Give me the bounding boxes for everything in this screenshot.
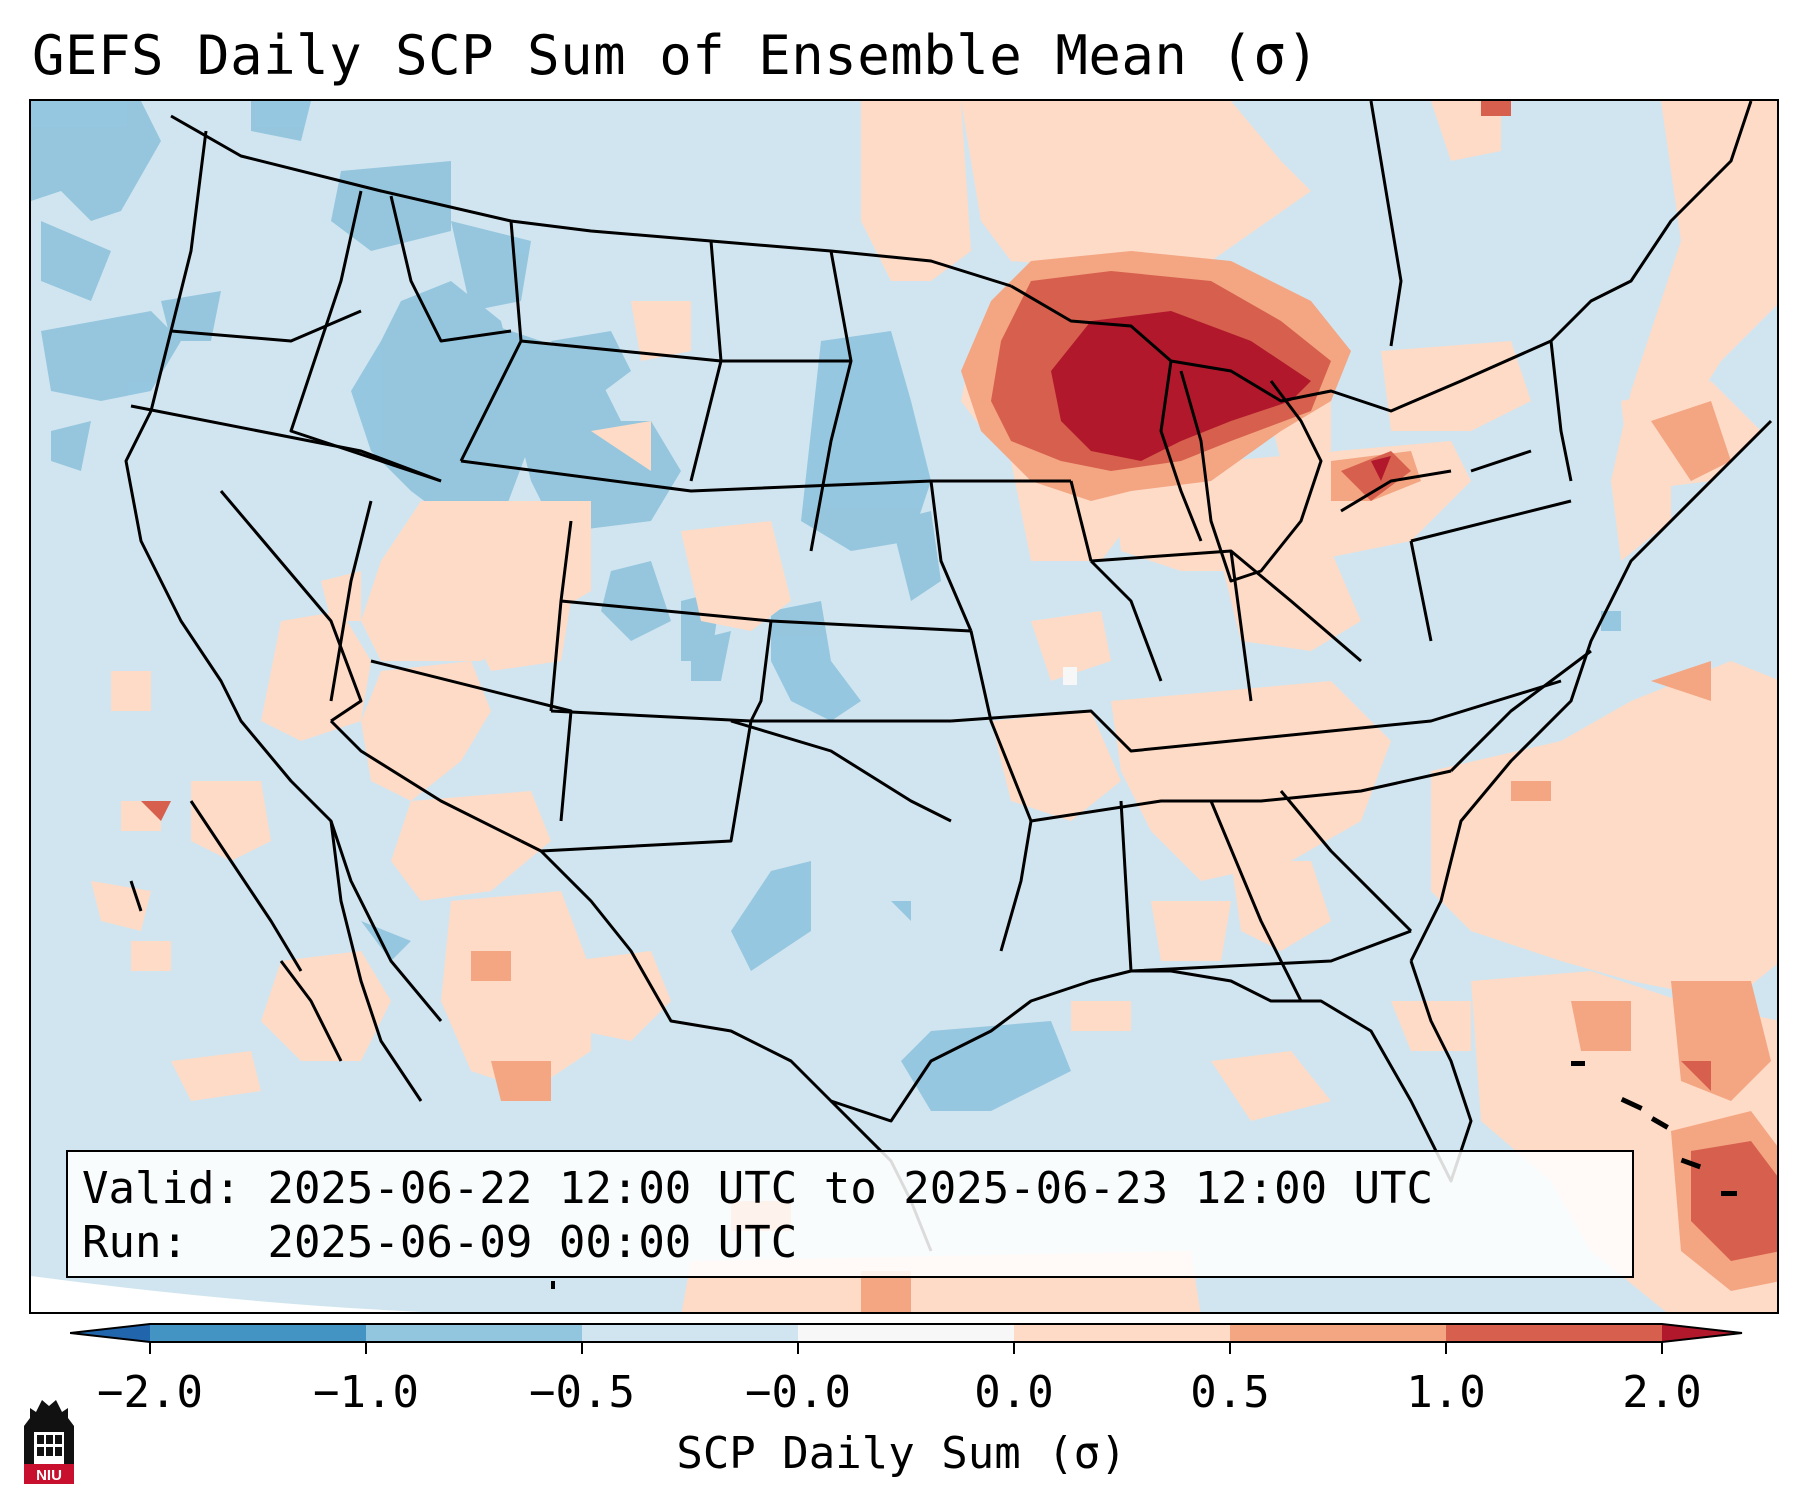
positive-anomaly-areas-extreme: [1051, 311, 1391, 481]
colorbar-label: SCP Daily Sum (σ): [676, 1428, 1127, 1479]
validity-info-box: Valid: 2025-06-22 12:00 UTC to 2025-06-2…: [66, 1150, 1634, 1278]
political-boundaries: [124, 101, 1773, 1252]
valid-label: Valid:: [82, 1163, 241, 1214]
tick-label: 0.5: [1190, 1367, 1270, 1418]
tick-label: −2.0: [97, 1367, 203, 1418]
colorbar-segment: [582, 1324, 798, 1342]
tick-label: 0.0: [974, 1367, 1054, 1418]
colorbar-segment: [1446, 1324, 1662, 1342]
colorbar-segment: [798, 1324, 1014, 1342]
colorbar: [70, 1323, 1743, 1354]
tick-label: −0.5: [529, 1367, 635, 1418]
negative-anomaly-areas: [31, 101, 1621, 1111]
colorbar-extend-high: [1662, 1324, 1742, 1342]
outside-domain: [31, 1276, 423, 1312]
map-canvas: [31, 101, 1777, 1312]
positive-anomaly-areas-light: [91, 101, 1777, 1312]
university-tower-icon: NIU: [24, 1400, 74, 1484]
tick-label: 2.0: [1622, 1367, 1702, 1418]
valid-value: 2025-06-22 12:00 UTC to 2025-06-23 12:00…: [267, 1163, 1434, 1214]
map-panel[interactable]: [29, 99, 1779, 1314]
logo-text: NIU: [36, 1467, 62, 1484]
colorbar-extend-low: [70, 1324, 150, 1342]
near-zero-cell: [1063, 667, 1077, 685]
run-value: 2025-06-09 00:00 UTC: [267, 1217, 798, 1268]
colorbar-segment: [366, 1324, 582, 1342]
run-label: Run:: [82, 1217, 188, 1268]
islands: [551, 1061, 1737, 1289]
tick-label: 1.0: [1406, 1367, 1486, 1418]
tick-label: −1.0: [313, 1367, 419, 1418]
colorbar-segment: [150, 1324, 366, 1342]
colorbar-segment: [1230, 1324, 1446, 1342]
tick-label: −0.0: [745, 1367, 851, 1418]
colorbar-segment: [1014, 1324, 1230, 1342]
chart-title: GEFS Daily SCP Sum of Ensemble Mean (σ): [32, 24, 1320, 87]
